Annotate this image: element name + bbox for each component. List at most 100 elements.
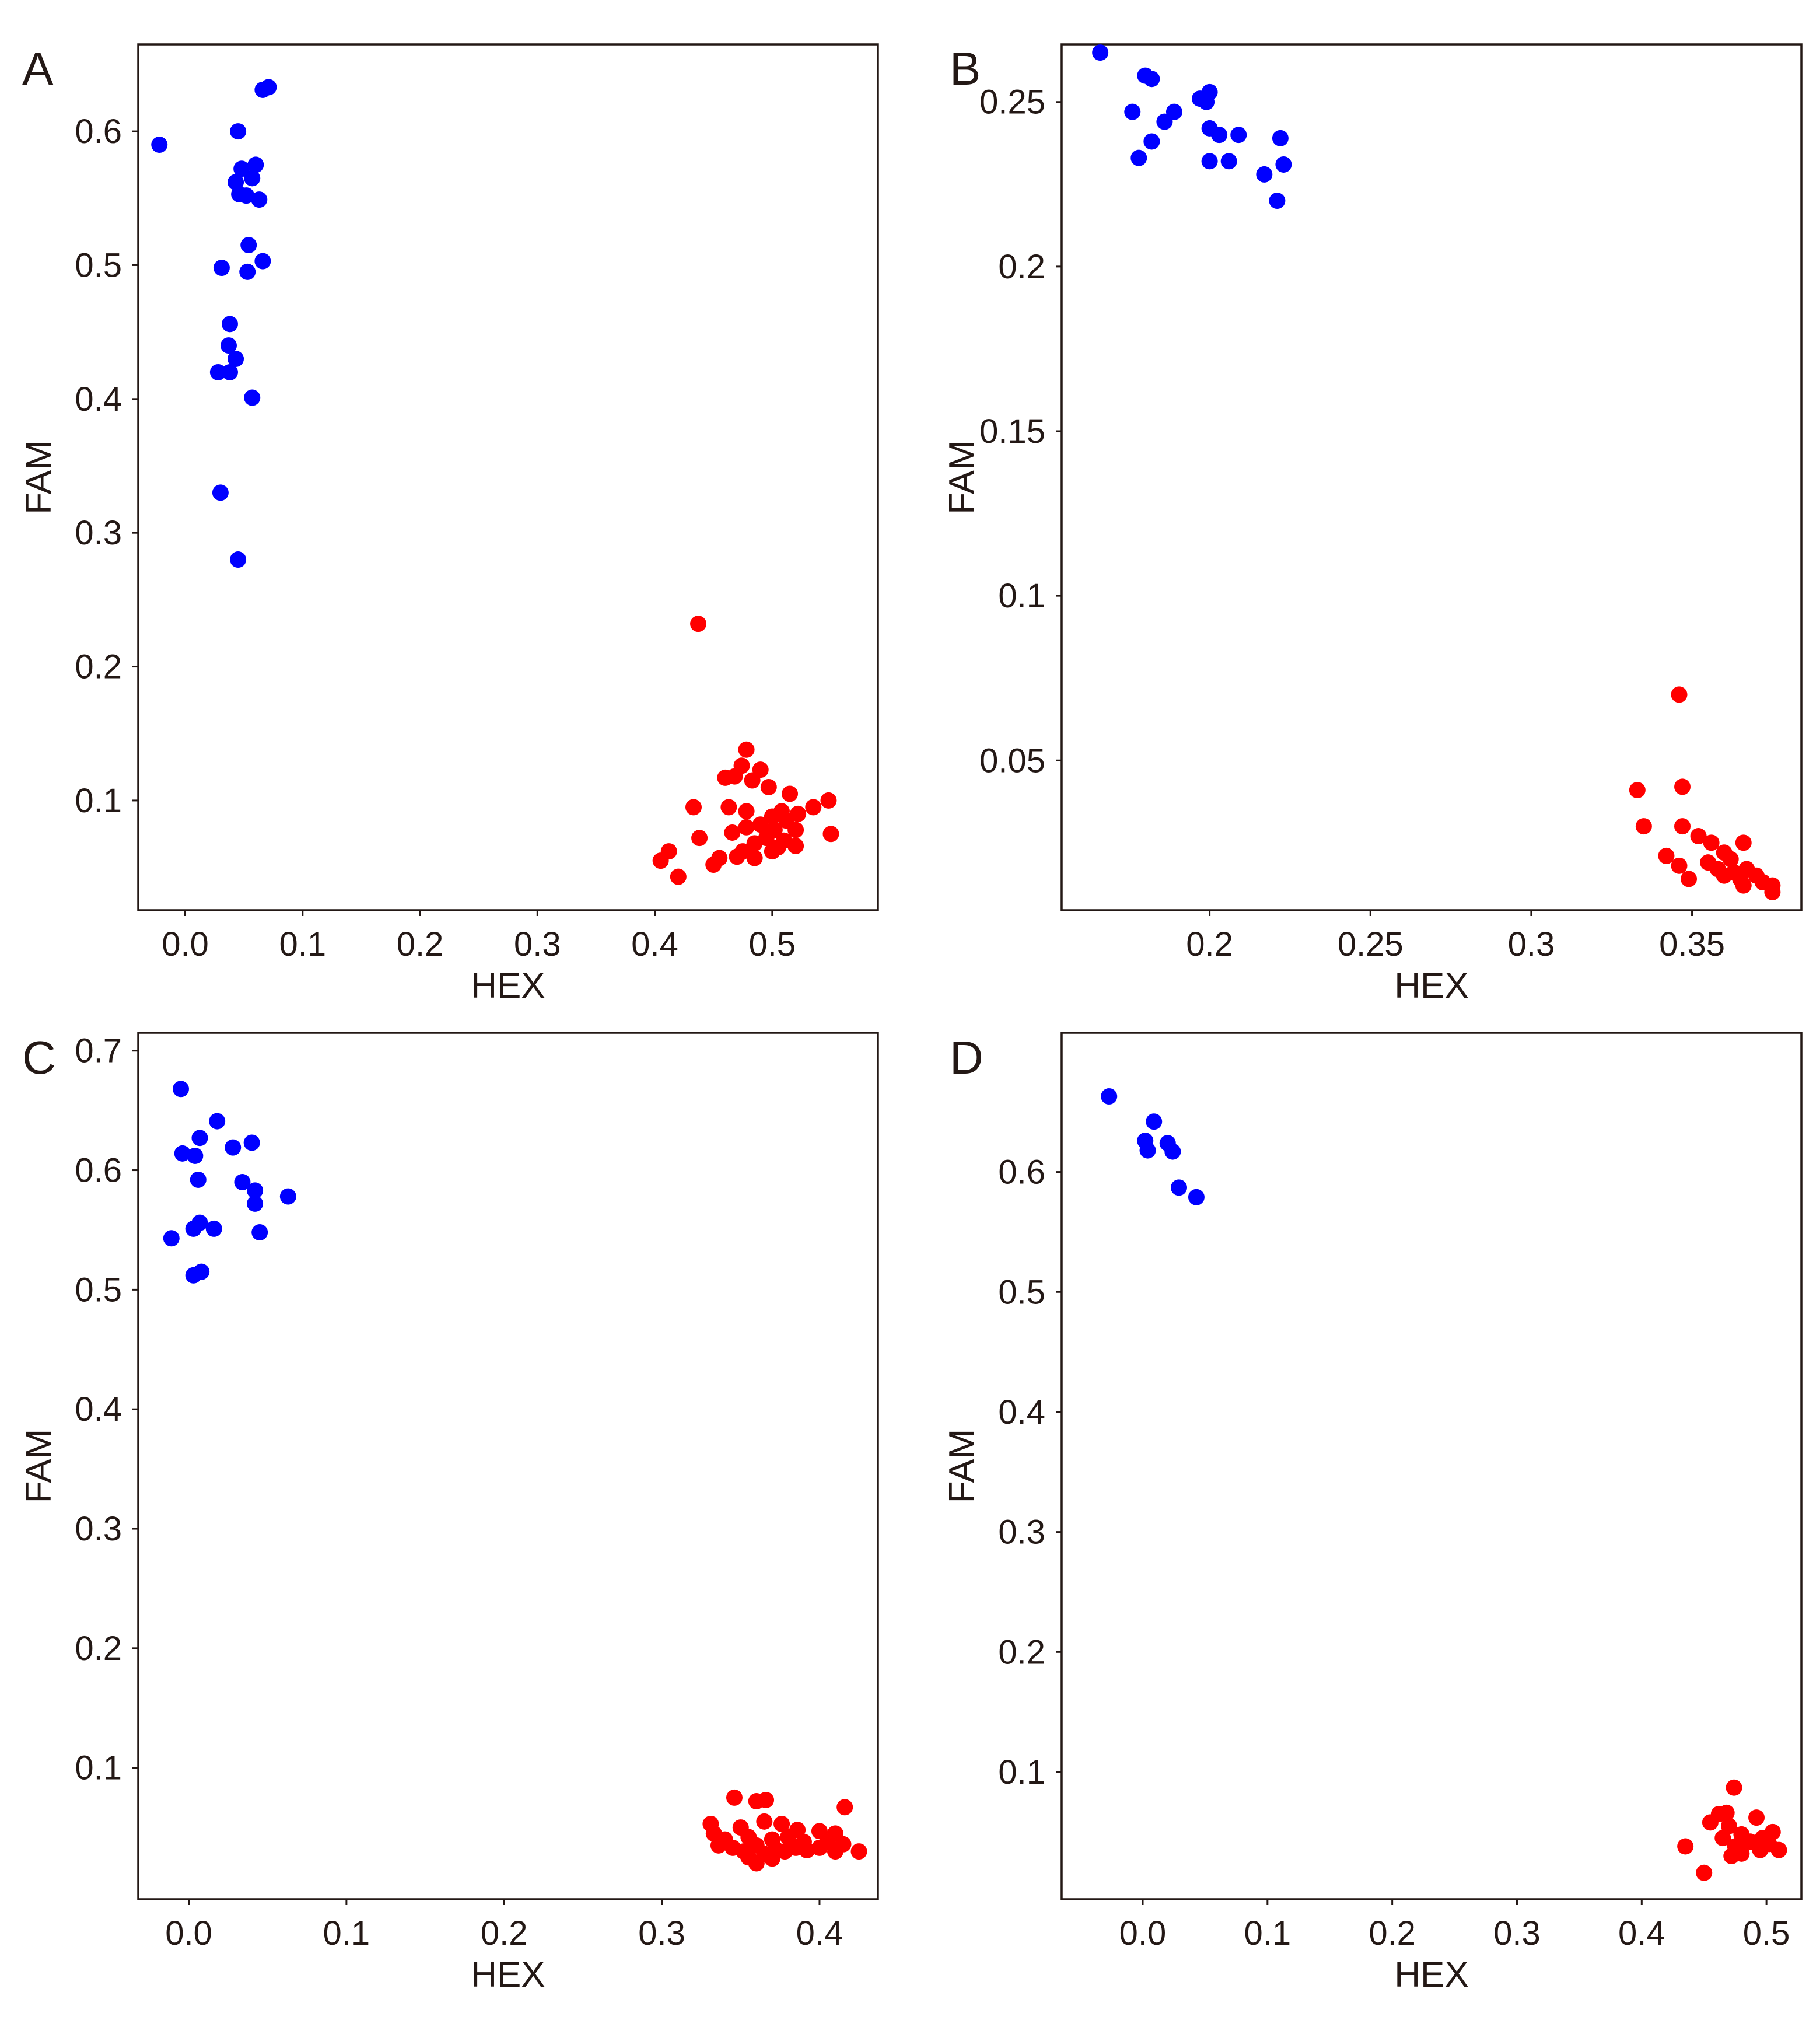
data-point	[1164, 1143, 1181, 1160]
series-blue-b	[1092, 44, 1292, 209]
y-tick-label: 0.1	[998, 1753, 1045, 1791]
data-point	[738, 803, 755, 820]
data-point	[691, 830, 708, 847]
x-tick-label: 0.2	[481, 1914, 528, 1952]
data-point	[1696, 1864, 1713, 1881]
data-point	[1146, 1113, 1163, 1130]
data-point	[1143, 71, 1160, 88]
data-point	[151, 137, 168, 153]
data-point	[738, 741, 755, 758]
data-point	[738, 819, 755, 836]
panel-label-d: D	[950, 1032, 984, 1084]
panel-c: C 0.0 0.1 0.2 0.3 0.4 0.1 0.2 0.3 0.4 0.5 0.6 0.7 HEX…	[19, 1032, 879, 1995]
data-point	[1735, 877, 1752, 894]
data-point	[1124, 103, 1141, 120]
data-point	[1720, 1818, 1737, 1834]
panel-label-a: A	[22, 43, 54, 95]
panel-label-b: B	[950, 43, 981, 95]
x-tick-label: 0.4	[796, 1914, 844, 1952]
y-tick-label: 0.05	[979, 742, 1045, 780]
x-tick-label: 0.1	[1244, 1914, 1291, 1952]
data-point	[744, 772, 761, 789]
panel-d: D 0.0 0.1 0.2 0.3 0.4 0.5 0.1 0.2 0.3 0.4 0.5 0.6 HEX…	[942, 1032, 1803, 1995]
y-tick-label: 0.4	[75, 380, 122, 418]
data-point	[805, 799, 822, 816]
data-point	[247, 156, 264, 173]
series-blue-a	[151, 79, 277, 568]
data-point	[1674, 778, 1691, 795]
plot-frame-a	[137, 43, 879, 911]
data-point	[230, 123, 247, 140]
data-point	[1230, 127, 1247, 144]
y-tick-label: 0.3	[75, 1510, 122, 1548]
x-tick-label: 0.3	[638, 1914, 685, 1952]
y-tick-label: 0.3	[998, 1514, 1045, 1551]
data-point	[799, 1842, 816, 1859]
data-point	[1139, 1142, 1156, 1159]
data-point	[247, 1195, 264, 1212]
plot-frame-b	[1060, 43, 1803, 911]
data-point	[1714, 1830, 1731, 1847]
data-point	[1671, 857, 1688, 874]
series-red-c	[702, 1789, 867, 1872]
data-point	[1275, 156, 1292, 173]
data-point	[205, 1220, 222, 1237]
data-point	[185, 1220, 202, 1237]
data-point	[1130, 149, 1147, 166]
y-tick-label: 0.7	[75, 1032, 122, 1070]
x-tick-label: 0.25	[1338, 925, 1404, 963]
data-point	[1722, 851, 1739, 868]
data-point	[764, 1850, 780, 1867]
panel-label-c: C	[22, 1032, 56, 1084]
y-axis-title-b: FAM	[942, 440, 982, 514]
data-point	[1201, 153, 1218, 170]
data-point	[776, 1843, 793, 1860]
data-point	[1658, 847, 1675, 864]
data-point	[717, 769, 734, 786]
y-tick-label: 0.25	[979, 83, 1045, 121]
series-red-d	[1677, 1779, 1787, 1881]
data-point	[764, 808, 780, 825]
data-point	[163, 1230, 180, 1247]
series-blue-c	[163, 1081, 296, 1284]
data-point	[1674, 818, 1691, 835]
data-point	[1764, 883, 1781, 900]
x-tick-label: 0.1	[279, 925, 326, 963]
x-tick-label: 0.0	[165, 1914, 212, 1952]
x-tick-label: 0.4	[1618, 1914, 1665, 1952]
x-axis-title-b: HEX	[1394, 966, 1468, 1006]
y-axis-title-c: FAM	[19, 1429, 59, 1503]
data-point	[191, 1130, 208, 1147]
data-point	[225, 1139, 242, 1156]
x-axis-title-c: HEX	[471, 1955, 545, 1995]
data-point	[251, 1224, 268, 1241]
data-point	[1635, 818, 1652, 835]
data-point	[1716, 867, 1732, 884]
x-tick-label: 0.2	[1368, 1914, 1416, 1952]
data-point	[827, 1843, 844, 1860]
data-point	[690, 616, 707, 632]
y-tick-label: 0.6	[998, 1154, 1045, 1191]
data-point	[720, 799, 737, 816]
y-tick-label: 0.2	[75, 1630, 122, 1668]
y-tick-label: 0.1	[75, 782, 122, 820]
y-tick-label: 0.5	[75, 246, 122, 284]
data-point	[1170, 1179, 1187, 1196]
data-point	[788, 837, 804, 854]
data-point	[190, 1171, 206, 1188]
data-point	[240, 237, 257, 254]
data-point	[174, 1145, 191, 1162]
data-point	[758, 1791, 775, 1808]
data-point	[1748, 1809, 1765, 1826]
data-point	[748, 1855, 765, 1872]
x-tick-label: 0.5	[1743, 1914, 1790, 1952]
data-point	[243, 1134, 260, 1151]
x-tick-label: 0.3	[1493, 1914, 1541, 1952]
data-point	[756, 1813, 773, 1830]
series-blue-d	[1101, 1088, 1205, 1205]
data-point	[729, 848, 746, 865]
data-point	[1211, 127, 1228, 144]
data-point	[244, 170, 261, 187]
data-point	[213, 260, 230, 277]
